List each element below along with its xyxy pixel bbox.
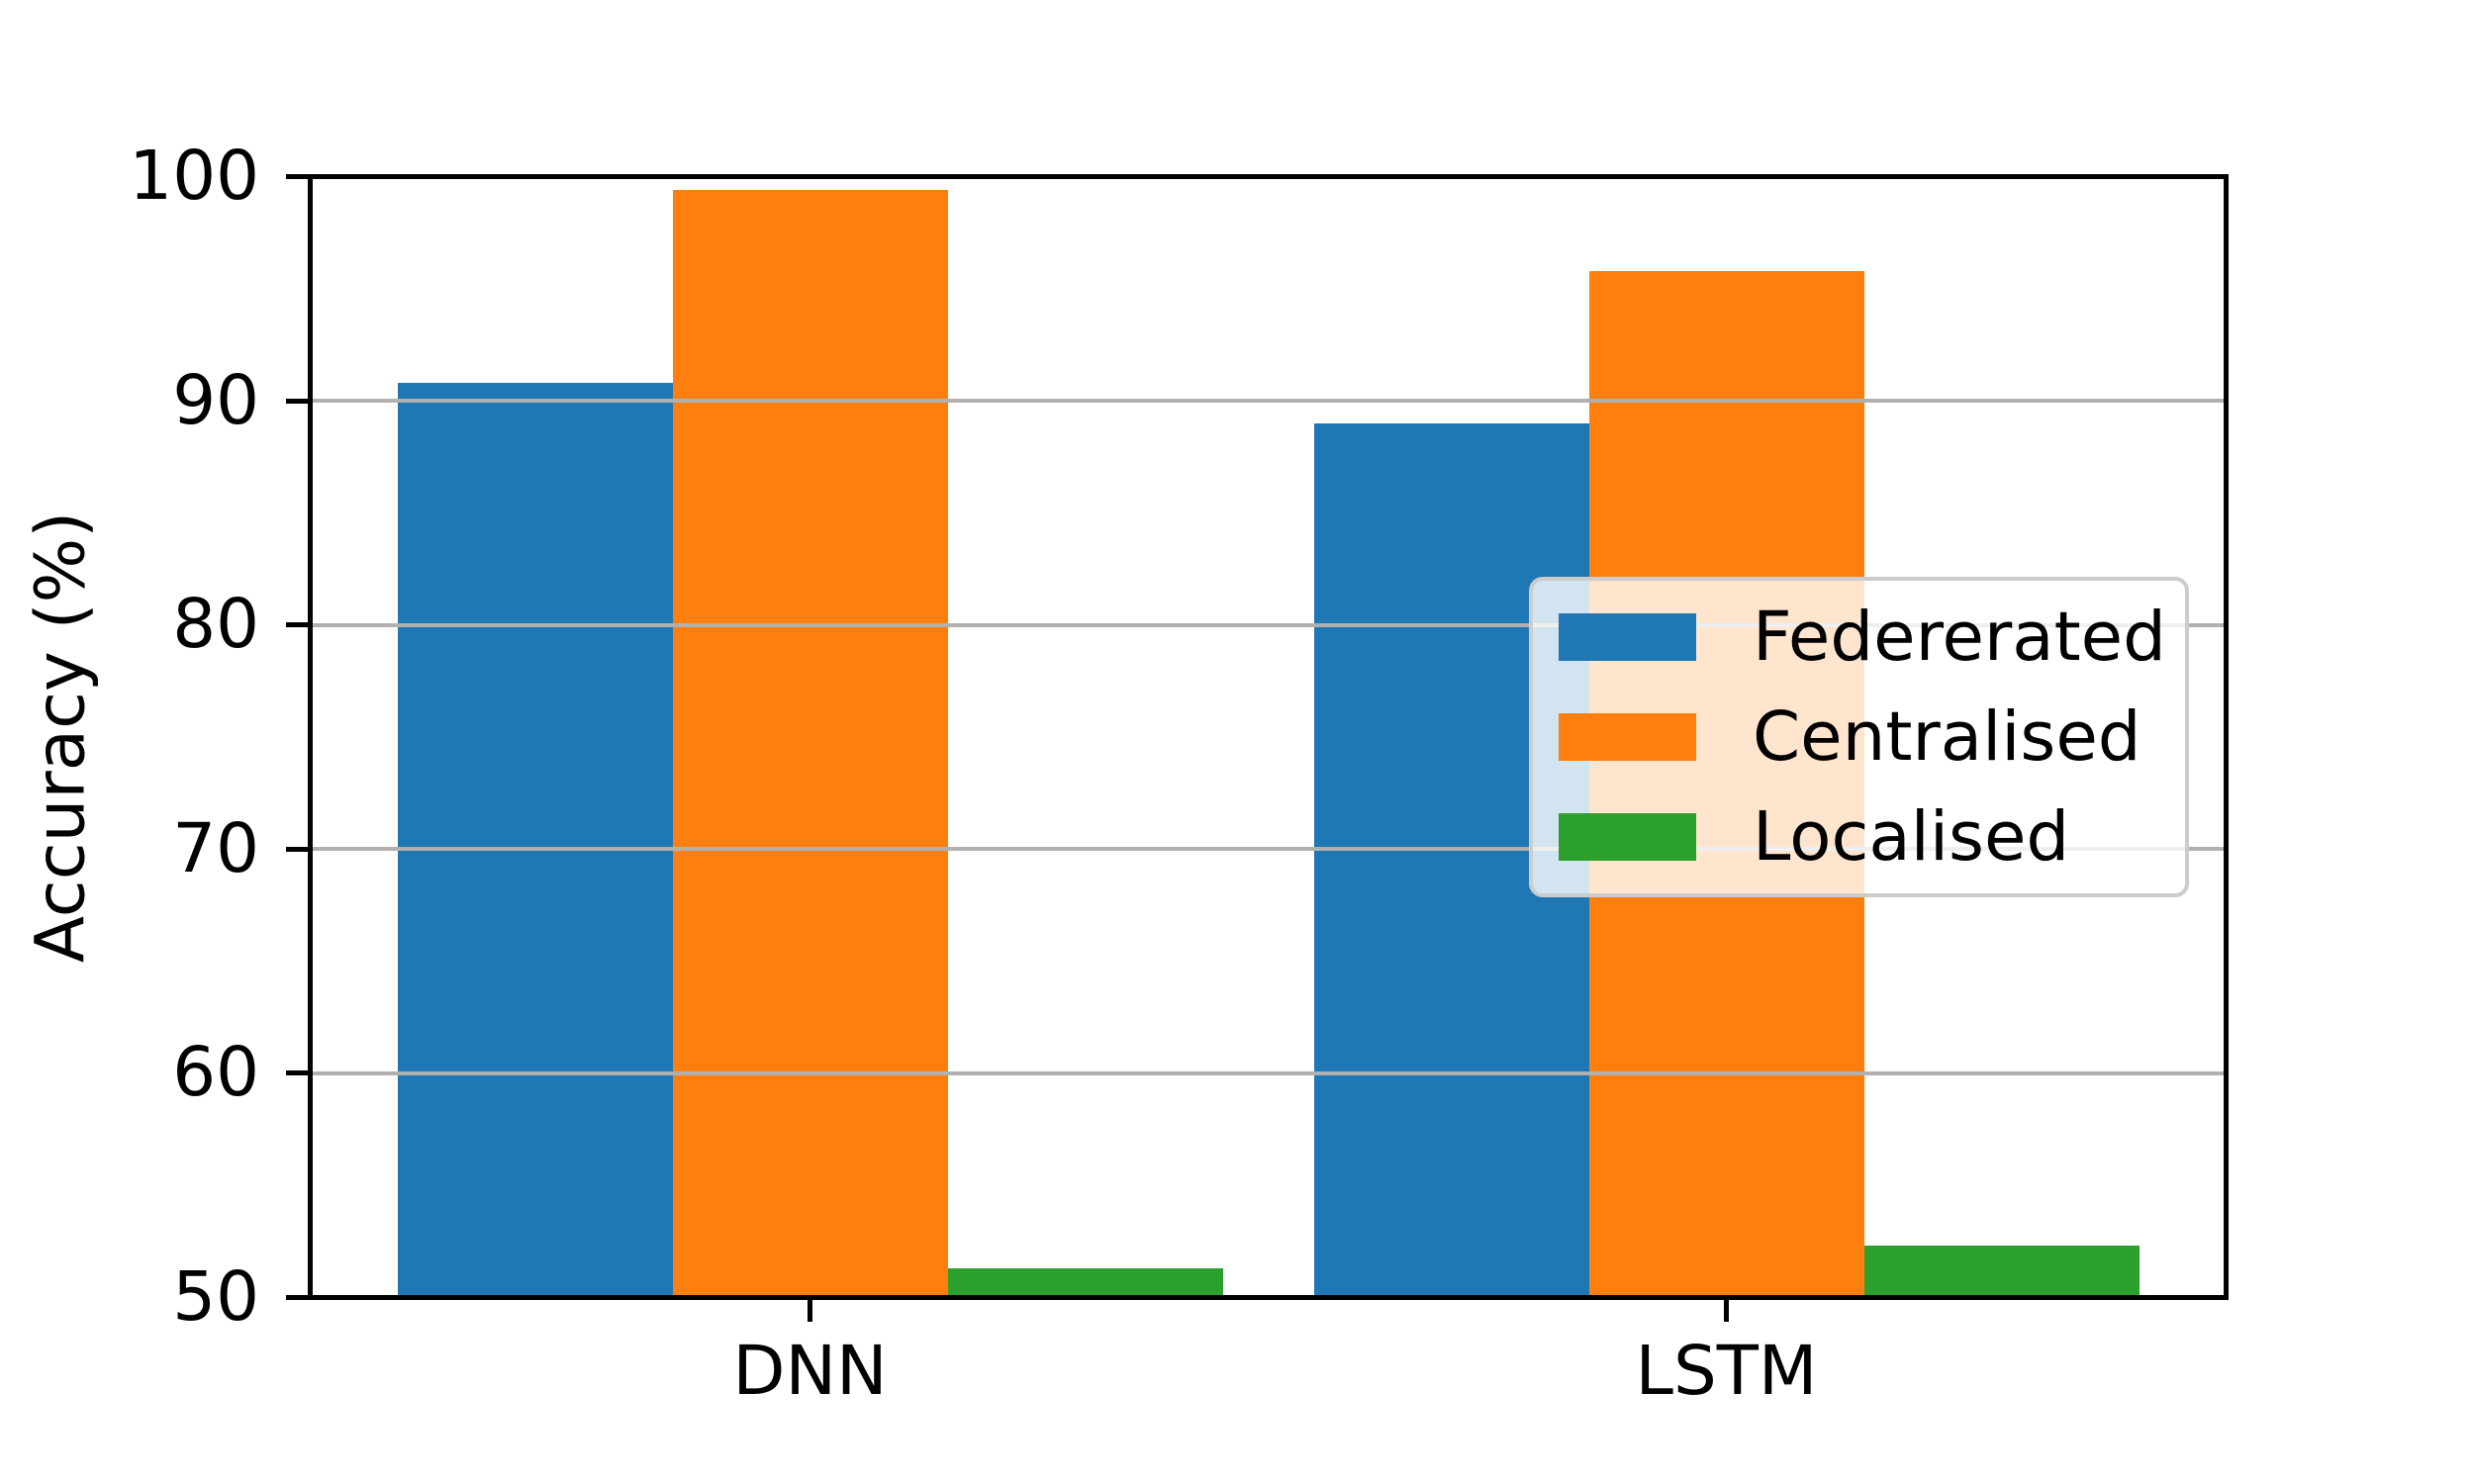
x-tick-lstm (1724, 1297, 1729, 1322)
y-axis-label: Accuracy (%) (21, 510, 101, 964)
legend-label-centralised: Centralised (1753, 696, 2141, 777)
bar-dnn-localised (947, 1268, 1223, 1298)
legend-item-federerated: Federerated (1559, 588, 2185, 688)
y-tick-50 (286, 1295, 310, 1300)
legend-swatch-centralised (1559, 713, 1696, 761)
y-tick-label-100: 100 (129, 137, 259, 216)
y-tick-label-70: 70 (172, 808, 259, 888)
y-tick-100 (286, 174, 310, 179)
gridline-60 (310, 1070, 2226, 1075)
right-spine (2223, 174, 2229, 1300)
y-tick-60 (286, 1070, 310, 1076)
y-tick-label-60: 60 (172, 1033, 259, 1113)
legend-swatch-localised (1559, 813, 1696, 861)
legend-label-localised: Localised (1753, 796, 2070, 877)
legend-label-federerated: Federerated (1753, 597, 2166, 677)
gridline-90 (310, 399, 2226, 404)
y-tick-label-90: 90 (172, 360, 259, 440)
y-tick-80 (286, 622, 310, 628)
bottom-spine (307, 1295, 2229, 1300)
y-tick-label-50: 50 (172, 1257, 259, 1337)
bar-dnn-centralised (672, 190, 948, 1298)
legend-item-centralised: Centralised (1559, 688, 2185, 788)
y-tick-label-80: 80 (172, 585, 259, 665)
left-spine (307, 174, 313, 1300)
y-tick-70 (286, 846, 310, 852)
legend-item-localised: Localised (1559, 788, 2185, 887)
x-tick-label-dnn: DNN (732, 1332, 888, 1411)
bar-lstm-localised (1863, 1246, 2140, 1298)
top-spine (307, 174, 2229, 179)
legend-swatch-federerated (1559, 613, 1696, 661)
gridline-70 (310, 847, 2226, 852)
x-tick-dnn (808, 1297, 812, 1322)
bar-dnn-federerated (397, 382, 673, 1298)
y-tick-90 (286, 398, 310, 404)
x-tick-label-lstm: LSTM (1635, 1332, 1818, 1411)
legend: Federerated Centralised Localised (1529, 577, 2189, 897)
gridline-80 (310, 622, 2226, 627)
